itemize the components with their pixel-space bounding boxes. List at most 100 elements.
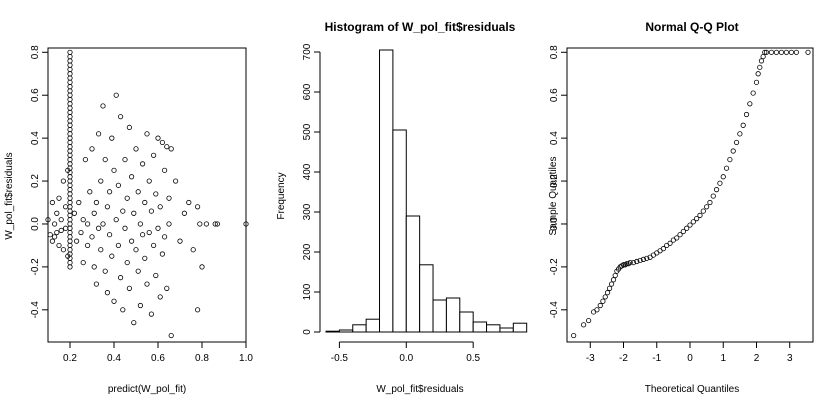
data-point <box>102 268 108 274</box>
histogram-bar <box>459 311 474 333</box>
y-tick-label: 0 <box>302 329 313 335</box>
data-point <box>733 139 740 146</box>
data-point <box>71 210 78 216</box>
data-point <box>111 298 117 304</box>
data-point <box>120 307 126 313</box>
x-tick-label: 2 <box>754 353 760 364</box>
y-tick-label: 400 <box>302 163 313 180</box>
data-point <box>203 221 209 227</box>
data-point <box>153 272 159 279</box>
y-tick-label: 0.0 <box>30 217 41 231</box>
data-point <box>67 135 73 141</box>
histogram-bar <box>472 321 488 333</box>
data-point <box>148 311 154 317</box>
data-point <box>104 204 111 210</box>
data-point <box>157 294 163 300</box>
histogram-bar <box>338 329 354 333</box>
data-point <box>747 101 753 107</box>
data-point <box>694 216 700 222</box>
histogram-panel: Histogram of W_pol_fit$residuals W_pol_f… <box>276 20 528 395</box>
data-point <box>67 84 73 90</box>
data-point <box>124 195 130 201</box>
data-point <box>129 238 135 244</box>
data-point <box>195 204 201 210</box>
data-point <box>51 234 58 240</box>
data-point <box>627 259 633 266</box>
y-axis-ticks: -0.4 -0.2 0.0 0.2 0.4 0.6 0.8 <box>30 45 48 318</box>
data-point <box>89 146 95 152</box>
y-tick-label: 0.6 <box>30 88 41 102</box>
residuals-vs-predicted-panel: predict(W_pol_fit) W_pol_fit$residuals 0… <box>4 45 253 395</box>
data-point <box>243 221 249 227</box>
data-point <box>91 210 97 216</box>
data-point <box>67 152 73 158</box>
data-point <box>190 247 196 253</box>
plot-frame <box>566 47 814 343</box>
y-tick-label: 500 <box>302 123 313 140</box>
x-tick-label: 3 <box>787 353 793 364</box>
data-point <box>674 235 680 241</box>
data-point <box>727 156 733 163</box>
data-point <box>115 182 122 188</box>
data-point <box>124 259 130 266</box>
data-point <box>104 290 111 296</box>
y-tick-label: 200 <box>302 243 313 260</box>
data-point <box>67 156 73 163</box>
data-point <box>146 178 152 184</box>
data-point <box>67 49 73 55</box>
data-point <box>778 49 785 55</box>
histogram-bar <box>486 324 501 333</box>
x-tick-label: 0 <box>687 353 693 364</box>
data-point <box>630 259 637 266</box>
y-tick-label: 0.2 <box>549 174 560 188</box>
data-point <box>677 232 683 238</box>
x-tick-label: 0.4 <box>107 353 121 364</box>
data-point <box>67 118 73 124</box>
data-point <box>164 285 170 291</box>
data-point <box>67 71 73 77</box>
data-point <box>76 199 82 206</box>
data-point <box>720 174 726 180</box>
data-point <box>67 122 73 128</box>
data-point <box>120 208 126 214</box>
data-point <box>131 320 137 326</box>
data-point <box>586 317 592 324</box>
data-point <box>67 92 73 98</box>
data-point <box>67 208 73 214</box>
y-axis-label: W_pol_fit$residuals <box>4 152 15 239</box>
data-point <box>67 182 73 188</box>
data-point <box>58 217 64 223</box>
data-point <box>181 210 187 216</box>
data-point <box>168 146 174 152</box>
data-point <box>67 217 73 223</box>
data-point <box>168 332 174 339</box>
data-point <box>773 49 780 55</box>
data-point <box>162 167 168 173</box>
data-point <box>155 135 161 141</box>
data-point <box>704 204 710 210</box>
x-tick-label: 1.0 <box>239 353 253 364</box>
data-point <box>133 146 139 152</box>
data-point <box>56 195 62 201</box>
histogram-bar <box>379 49 394 333</box>
data-point <box>58 227 64 234</box>
y-tick-label: 0.8 <box>549 45 560 59</box>
data-point <box>133 247 139 253</box>
data-point <box>137 221 143 227</box>
histogram-bar <box>419 264 434 333</box>
data-point <box>687 222 693 228</box>
data-point <box>122 156 128 163</box>
plot-frame <box>47 47 247 343</box>
y-tick-label: 0.0 <box>549 217 560 231</box>
data-point <box>82 156 89 163</box>
y-tick-label: 600 <box>302 83 313 100</box>
data-point <box>67 139 73 146</box>
data-point <box>710 193 716 199</box>
data-point <box>164 144 170 150</box>
data-point <box>760 53 766 60</box>
data-point <box>122 225 128 231</box>
data-point <box>118 275 124 281</box>
data-points <box>45 49 249 339</box>
x-tick-label: -0.5 <box>331 353 349 364</box>
data-point <box>805 49 811 55</box>
